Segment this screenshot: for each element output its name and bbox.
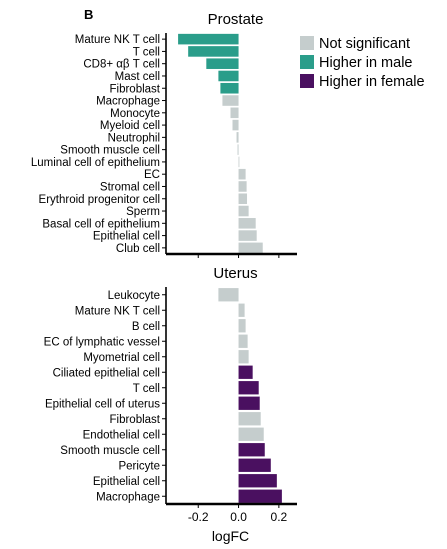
legend: Not significant Higher in male Higher in f… — [300, 36, 425, 90]
category-label: Club cell — [116, 243, 160, 255]
legend-swatch-ns — [300, 36, 314, 50]
category-label: EC of lymphatic vessel — [44, 336, 160, 348]
legend-swatch-female — [300, 74, 314, 88]
bar — [238, 319, 246, 333]
bar — [238, 334, 248, 348]
bar — [230, 107, 239, 119]
category-label: Mature NK T cell — [75, 305, 160, 317]
bar — [238, 350, 249, 364]
category-label: Leukocyte — [108, 290, 160, 302]
bar — [238, 156, 240, 168]
category-label: Smooth muscle cell — [60, 145, 160, 157]
legend-swatch-male — [300, 55, 314, 69]
category-label: Sperm — [126, 206, 160, 218]
panel-letter: B — [84, 7, 93, 22]
bar — [222, 95, 239, 106]
bar — [238, 303, 245, 317]
bar — [238, 427, 264, 441]
x-tick-label: 0.2 — [271, 510, 288, 524]
category-label: CD8+ αβ T cell — [83, 59, 160, 71]
bar — [238, 474, 277, 488]
bar — [238, 412, 261, 426]
bar — [218, 288, 239, 302]
category-label: Pericyte — [118, 460, 160, 472]
bar — [238, 242, 263, 254]
category-label: T cell — [133, 46, 160, 58]
bar — [188, 46, 239, 57]
category-label: Neutrophil — [108, 132, 160, 144]
bar — [178, 33, 239, 45]
x-tick-label: 0.0 — [230, 510, 247, 524]
category-label: Macrophage — [96, 96, 160, 108]
bar — [238, 365, 253, 379]
category-label: T cell — [133, 383, 160, 395]
bar — [218, 70, 239, 82]
category-label: Macrophage — [96, 491, 160, 503]
bar — [238, 218, 256, 229]
category-label: Mature NK T cell — [75, 34, 160, 46]
category-label: Monocyte — [110, 108, 160, 120]
legend-label-female: Higher in female — [319, 74, 425, 90]
legend-label-ns: Not significant — [319, 36, 410, 52]
category-label: Mast cell — [115, 71, 160, 83]
category-label: Myometrial cell — [83, 352, 160, 364]
category-label: Basal cell of epithelium — [42, 218, 160, 230]
bar — [238, 381, 259, 395]
category-label: Fibroblast — [110, 83, 161, 95]
bar — [238, 230, 257, 241]
bar — [237, 144, 239, 155]
chart-uterus: Uterus Leukocyte Mature NK T cell B cell EC … — [44, 265, 297, 544]
category-label: B cell — [132, 321, 160, 333]
bar — [238, 193, 248, 205]
category-label: Myeloid cell — [100, 120, 160, 132]
category-label: Fibroblast — [110, 414, 161, 426]
bar — [220, 82, 239, 94]
legend-label-male: Higher in male — [319, 55, 413, 71]
bar — [238, 443, 265, 457]
bar — [238, 489, 282, 503]
x-axis-label: logFC — [212, 528, 249, 544]
category-label: Epithelial cell — [93, 476, 160, 488]
category-label: Ciliated epithelial cell — [53, 367, 160, 379]
category-label: Epithelial cell — [93, 231, 160, 243]
chart-title: Uterus — [213, 265, 257, 282]
bar — [206, 58, 239, 69]
category-label: Epithelial cell of uterus — [45, 398, 160, 410]
category-label: Luminal cell of epithelium — [31, 157, 160, 169]
x-tick-label: -0.2 — [188, 510, 209, 524]
category-label: EC — [144, 169, 160, 181]
category-label: Endothelial cell — [83, 429, 160, 441]
chart-title: Prostate — [208, 11, 264, 28]
bar — [238, 458, 271, 472]
bar — [238, 205, 249, 217]
bar — [236, 132, 239, 143]
category-label: Stromal cell — [100, 181, 160, 193]
bar — [238, 181, 247, 192]
category-label: Erythroid progenitor cell — [39, 194, 160, 206]
bar — [238, 396, 260, 410]
bar — [232, 119, 239, 131]
category-label: Smooth muscle cell — [60, 445, 160, 457]
bar — [238, 168, 246, 180]
